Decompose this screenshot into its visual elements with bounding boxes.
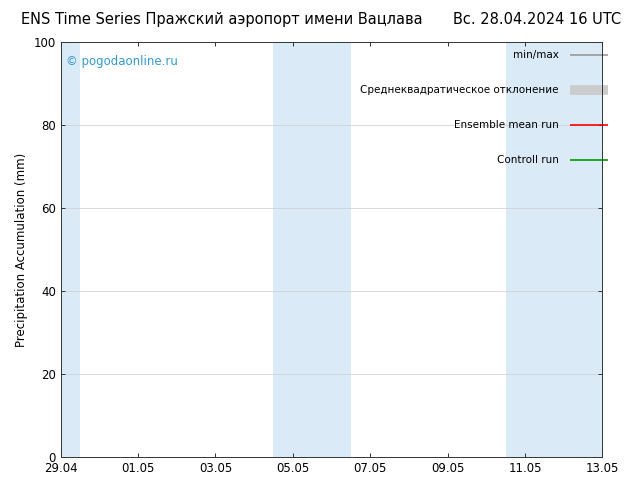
Bar	[273, 42, 351, 457]
Text: min/max: min/max	[513, 49, 559, 59]
Text: Ensemble mean run: Ensemble mean run	[454, 120, 559, 130]
Y-axis label: Precipitation Accumulation (mm): Precipitation Accumulation (mm)	[15, 152, 28, 347]
Bar	[61, 42, 80, 457]
Text: Среднеквадратическое отклонение: Среднеквадратическое отклонение	[361, 85, 559, 95]
Text: Вс. 28.04.2024 16 UTC: Вс. 28.04.2024 16 UTC	[453, 12, 621, 27]
Text: ENS Time Series Пражский аэропорт имени Вацлава: ENS Time Series Пражский аэропорт имени …	[21, 12, 423, 27]
Text: © pogodaonline.ru: © pogodaonline.ru	[66, 54, 178, 68]
Bar	[505, 42, 602, 457]
Text: Controll run: Controll run	[497, 155, 559, 165]
